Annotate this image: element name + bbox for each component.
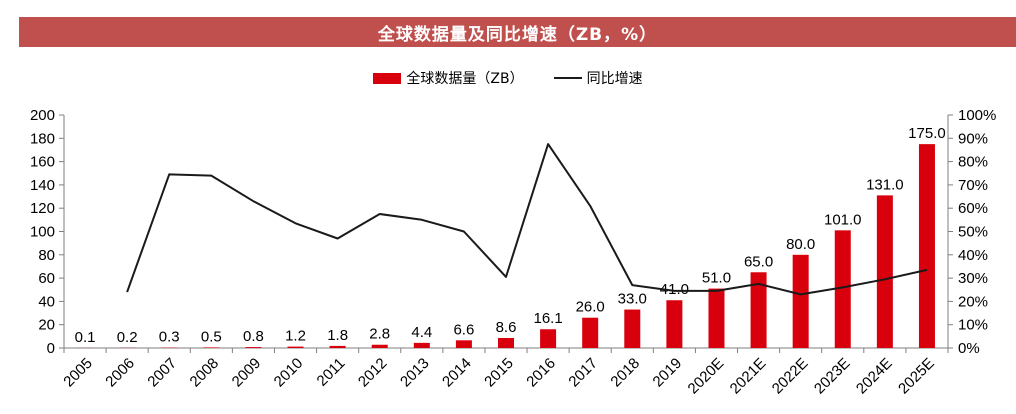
bar <box>624 309 641 348</box>
y-left-tick-label: 0 <box>47 340 55 357</box>
y-left-tick-label: 100 <box>30 224 55 241</box>
y-left-tick-label: 80 <box>38 247 55 264</box>
x-tick-label: 2007 <box>144 355 180 391</box>
growth-rate-line <box>126 143 928 296</box>
bar-value-label: 33.0 <box>618 291 647 308</box>
bar-value-label: 0.3 <box>159 329 180 346</box>
x-tick-label: 2008 <box>187 355 223 391</box>
bar <box>834 230 851 348</box>
bar <box>582 317 599 348</box>
y-right-tick-label: 50% <box>958 224 988 241</box>
y-right-tick-label: 70% <box>958 177 988 194</box>
bar-value-label: 0.8 <box>243 328 264 345</box>
bar-value-label: 8.6 <box>496 319 517 336</box>
legend-item-bar: 全球数据量（ZB） <box>373 68 524 88</box>
y-right-tick-label: 10% <box>958 317 988 334</box>
x-tick-label: 2022E <box>769 355 812 398</box>
bar-value-label: 175.0 <box>908 125 946 142</box>
y-right-tick-label: 40% <box>958 247 988 264</box>
y-right-tick-label: 80% <box>958 154 988 171</box>
y-right-tick-label: 20% <box>958 293 988 310</box>
legend-line-swatch <box>553 77 582 79</box>
y-right-tick-label: 60% <box>958 200 988 217</box>
x-tick-label: 2006 <box>102 355 138 391</box>
bar <box>413 342 430 348</box>
bar <box>498 337 514 348</box>
bar-value-label: 65.0 <box>744 253 773 270</box>
chart-title-bar: 全球数据量及同比增速（ZB，%） <box>19 17 1016 47</box>
bar-value-label: 0.1 <box>75 329 96 346</box>
bar-value-label: 1.2 <box>285 328 306 345</box>
bar-value-label: 16.1 <box>533 310 562 327</box>
x-tick-label: 2009 <box>229 355 265 391</box>
bar-value-label: 0.5 <box>201 328 222 345</box>
x-tick-label: 2017 <box>565 355 601 391</box>
bar-value-label: 26.0 <box>576 299 605 316</box>
x-tick-label: 2010 <box>271 355 307 391</box>
legend-bar-swatch <box>373 72 402 84</box>
bar <box>540 329 557 348</box>
bar-value-label: 4.4 <box>411 324 432 341</box>
bar-value-label: 6.6 <box>453 321 474 338</box>
y-left-tick-label: 20 <box>38 317 55 334</box>
x-tick-label: 2011 <box>314 355 349 390</box>
bar <box>455 340 472 348</box>
x-tick-label: 2018 <box>607 355 643 391</box>
chart-title: 全球数据量及同比增速（ZB，%） <box>377 24 658 45</box>
bar-value-label: 80.0 <box>786 236 815 253</box>
y-right-tick-label: 0% <box>958 340 980 357</box>
y-left-tick-label: 60 <box>38 270 55 287</box>
legend-line-label: 同比增速 <box>586 71 643 87</box>
y-left-tick-label: 120 <box>30 200 55 217</box>
x-tick-label: 2013 <box>397 355 433 391</box>
y-left-tick-label: 200 <box>30 107 55 124</box>
x-tick-label: 2020E <box>685 355 728 398</box>
y-left-tick-label: 140 <box>30 177 55 194</box>
x-tick-label: 2025E <box>895 355 938 398</box>
bar <box>329 345 346 348</box>
x-tick-label: 2024E <box>853 355 896 398</box>
x-tick-label: 2016 <box>523 355 559 391</box>
legend-item-line: 同比增速 <box>553 68 643 88</box>
legend-bar-label: 全球数据量（ZB） <box>406 71 524 87</box>
x-tick-label: 2019 <box>650 355 686 391</box>
bar <box>876 195 893 348</box>
x-tick-label: 2023E <box>811 355 854 398</box>
bar <box>287 346 304 348</box>
bar <box>918 144 935 348</box>
bar <box>750 272 767 348</box>
bar <box>203 347 220 348</box>
y-right-tick-label: 90% <box>958 130 988 147</box>
bar <box>708 288 725 348</box>
bar-value-label: 1.8 <box>327 327 348 344</box>
bar <box>666 300 683 348</box>
bar <box>792 254 809 348</box>
x-tick-label: 2005 <box>60 355 96 391</box>
y-left-tick-label: 160 <box>30 154 55 171</box>
x-tick-label: 2021E <box>727 355 770 398</box>
x-tick-label: 2012 <box>355 355 391 391</box>
bar-value-label: 51.0 <box>702 270 731 287</box>
bar <box>371 344 388 348</box>
y-right-tick-label: 30% <box>958 270 988 287</box>
y-right-tick-label: 100% <box>958 107 996 124</box>
bar-value-label: 2.8 <box>369 326 390 343</box>
bar-value-label: 41.0 <box>660 281 689 298</box>
y-left-tick-label: 40 <box>38 293 55 310</box>
bar-value-label: 101.0 <box>824 211 862 228</box>
x-tick-label: 2015 <box>481 355 517 391</box>
chart-legend: 全球数据量（ZB） 同比增速 <box>0 68 1016 88</box>
bar-value-label: 131.0 <box>866 176 904 193</box>
bar <box>245 347 262 348</box>
bar-value-label: 0.2 <box>117 329 138 346</box>
y-left-tick-label: 180 <box>30 130 55 147</box>
x-tick-label: 2014 <box>439 355 475 391</box>
